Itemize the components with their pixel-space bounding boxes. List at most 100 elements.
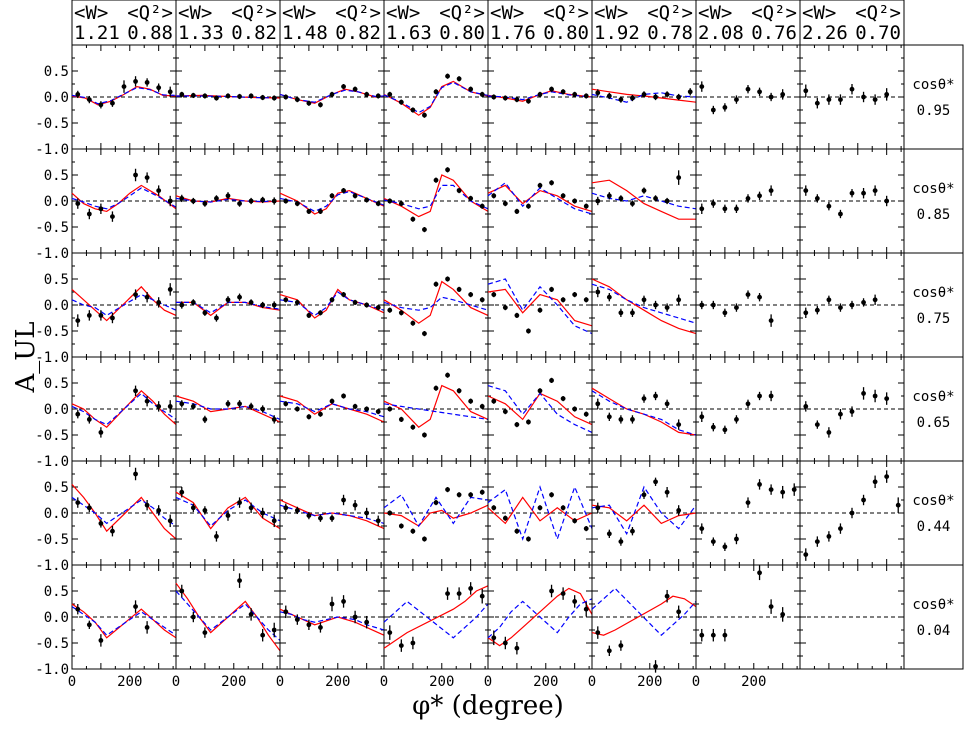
- data-point: [283, 198, 289, 204]
- data-point: [768, 188, 774, 194]
- y-tick-label: 0.5: [44, 480, 69, 496]
- data-point: [676, 94, 682, 100]
- data-point: [468, 492, 474, 498]
- data-point: [422, 432, 427, 438]
- data-point: [491, 292, 497, 297]
- data-point: [271, 95, 277, 101]
- data-point: [502, 201, 508, 207]
- data-point: [144, 294, 150, 300]
- data-point: [757, 193, 762, 199]
- data-point: [803, 88, 809, 94]
- data-point: [214, 315, 219, 321]
- x-axis-title: φ* (degree): [412, 691, 564, 721]
- data-point: [814, 422, 820, 427]
- data-point: [768, 393, 774, 399]
- data-point: [352, 614, 358, 620]
- data-point: [872, 188, 878, 194]
- data-point: [849, 409, 855, 414]
- column-header-q2-label: <Q²>: [647, 2, 693, 24]
- data-point: [745, 401, 751, 407]
- model-2-curve: [71, 392, 177, 426]
- data-point: [583, 606, 589, 612]
- column-header-w-label: <W>: [282, 2, 316, 24]
- data-point: [814, 539, 820, 544]
- data-point: [560, 89, 566, 95]
- data-point: [133, 172, 138, 178]
- data-point: [572, 198, 578, 204]
- data-point: [260, 95, 266, 100]
- data-point: [583, 297, 589, 303]
- model-1-curve: [487, 587, 593, 647]
- data-point: [167, 198, 173, 204]
- data-point: [190, 505, 196, 511]
- column-header-q2-value: 0.80: [543, 22, 589, 44]
- data-point: [606, 193, 612, 199]
- data-point: [618, 643, 624, 648]
- data-point: [734, 97, 739, 102]
- model-2-curve: [591, 283, 697, 324]
- data-point: [179, 302, 185, 308]
- y-tick-label: -0.5: [35, 428, 69, 444]
- model-1-curve: [591, 278, 697, 335]
- data-point: [214, 95, 219, 101]
- data-point: [318, 625, 323, 630]
- y-tick-label: 0.0: [44, 610, 69, 626]
- data-point: [838, 305, 843, 310]
- model-1-curve: [383, 174, 489, 218]
- data-point: [144, 502, 150, 508]
- data-point: [260, 197, 266, 203]
- data-point: [653, 94, 658, 100]
- data-point: [294, 617, 300, 622]
- data-point: [410, 640, 416, 646]
- column-header-q2-value: 0.82: [335, 22, 381, 44]
- model-2-curve: [71, 606, 177, 636]
- model-2-curve: [279, 190, 385, 213]
- model-1-curve: [487, 288, 593, 327]
- data-point: [410, 216, 416, 222]
- data-point: [398, 310, 404, 316]
- data-point: [664, 401, 670, 407]
- data-point: [537, 183, 543, 188]
- data-point: [664, 305, 670, 310]
- x-tick-label: 0: [484, 674, 492, 690]
- data-point: [768, 604, 774, 609]
- data-point: [572, 518, 578, 524]
- data-point: [456, 388, 462, 394]
- data-point: [364, 406, 370, 412]
- data-point: [294, 508, 300, 513]
- data-point: [167, 404, 173, 409]
- data-point: [294, 300, 300, 305]
- model-2-curve: [71, 496, 177, 527]
- data-point: [699, 414, 705, 420]
- data-point: [75, 606, 81, 612]
- data-point: [445, 276, 450, 282]
- data-point: [237, 294, 242, 300]
- data-point: [468, 398, 474, 404]
- data-point: [514, 209, 520, 214]
- row-label-value: 0.65: [917, 415, 951, 431]
- data-point: [156, 300, 162, 305]
- data-point: [156, 85, 162, 91]
- data-point: [144, 80, 150, 85]
- model-2-curve: [487, 485, 593, 541]
- data-point: [283, 94, 289, 100]
- data-point: [699, 206, 705, 212]
- y-tick-label: -0.5: [35, 636, 69, 652]
- data-point: [734, 206, 739, 212]
- data-point: [225, 93, 231, 99]
- data-point: [861, 190, 866, 196]
- data-point: [202, 508, 208, 513]
- data-point: [803, 188, 809, 194]
- data-point: [895, 502, 901, 508]
- model-2-curve: [383, 296, 489, 311]
- data-point: [341, 599, 346, 604]
- data-point: [549, 492, 554, 498]
- data-point: [653, 479, 658, 485]
- data-point: [757, 482, 762, 487]
- data-point: [468, 586, 474, 591]
- data-point: [190, 93, 196, 98]
- data-point: [502, 515, 508, 521]
- data-point: [237, 578, 242, 583]
- data-point: [572, 406, 578, 412]
- model-2-curve: [279, 611, 385, 631]
